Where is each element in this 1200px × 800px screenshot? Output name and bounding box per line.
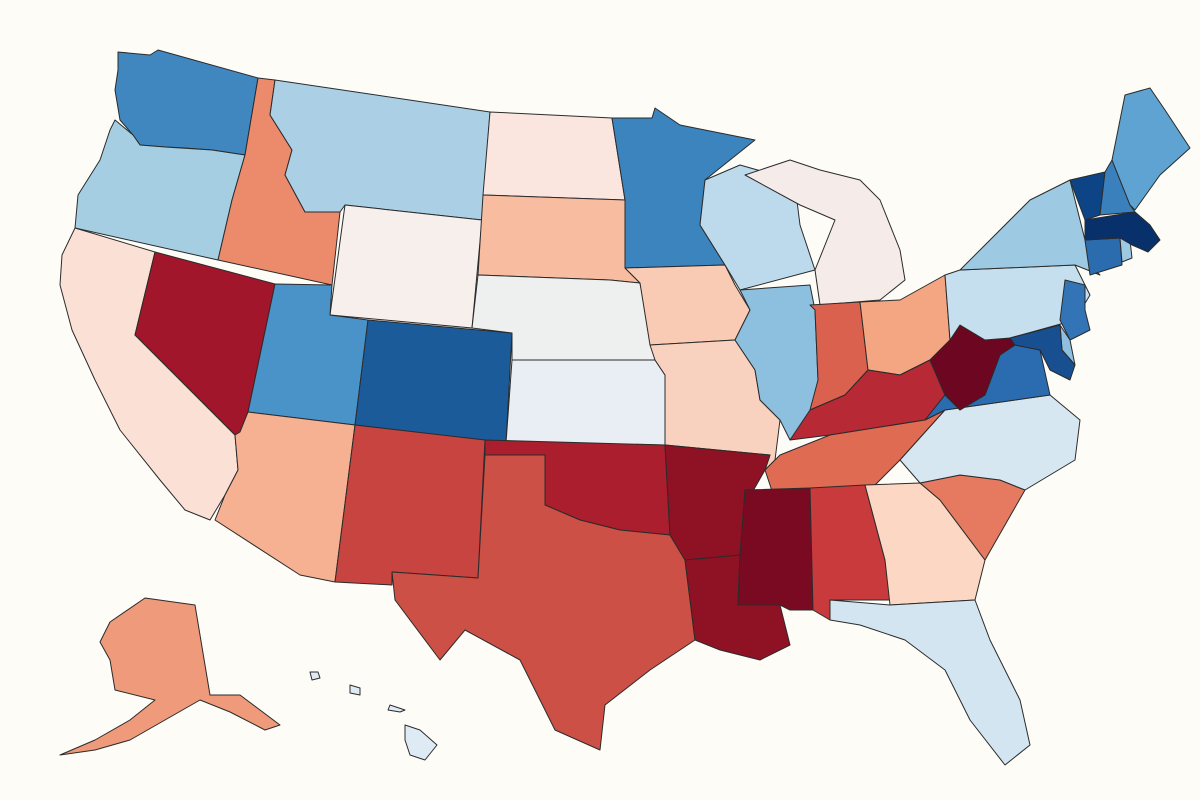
state-hi4: Hawaii (Kauai) [309, 671, 321, 681]
states-layer: WashingtonOregonCaliforniaIdahoNevadaMon… [59, 49, 1191, 766]
state-hi: Hawaii [404, 724, 438, 761]
state-wy: Wyoming [329, 204, 483, 329]
state-sd: South Dakota [477, 194, 641, 284]
state-ak: Alaska [59, 597, 281, 756]
state-ks: Kansas [505, 359, 666, 446]
state-me: Maine [1111, 87, 1191, 211]
state-hi2: Hawaii (Maui) [387, 704, 406, 713]
state-ms: Mississippi [737, 487, 814, 611]
state-fl: Florida [829, 599, 1031, 766]
state-tx: Texas [391, 454, 696, 751]
state-nm: New Mexico [334, 424, 486, 586]
state-ma: Massachusetts [1084, 211, 1161, 253]
state-mi: Michigan [744, 159, 906, 306]
state-hi3: Hawaii (Oahu) [349, 684, 361, 696]
state-nj: New Jersey [1059, 279, 1091, 341]
state-nh: New Hampshire [1099, 159, 1136, 216]
state-nd: North Dakota [482, 111, 626, 201]
state-co: Colorado [354, 319, 513, 444]
state-md: Maryland [1009, 324, 1076, 381]
